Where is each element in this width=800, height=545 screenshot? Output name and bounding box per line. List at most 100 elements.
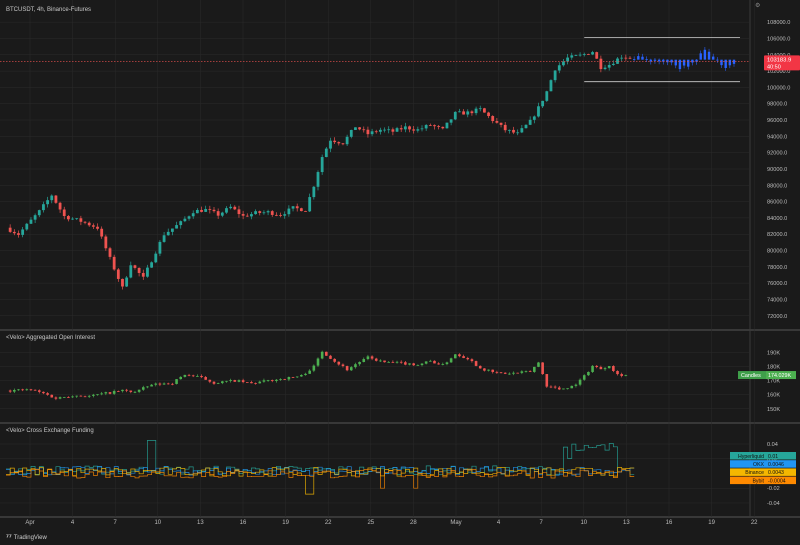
y-tick-label[interactable]: 108000.0 — [767, 20, 790, 26]
candle-body — [287, 208, 291, 215]
y-tick-label[interactable]: 86000.0 — [767, 200, 787, 206]
y-tick-label[interactable]: 98000.0 — [767, 102, 787, 108]
price-axis[interactable]: 72000.0 74000.0 76000.0 78000.0 80000.0 82000… — [767, 20, 790, 507]
y-tick-label[interactable]: 88000.0 — [767, 183, 787, 189]
funding-title[interactable]: <Velo> Cross Exchange Funding — [6, 428, 94, 434]
y-tick-label[interactable]: 94000.0 — [767, 134, 787, 140]
candle-body — [433, 125, 436, 127]
projection-bar — [724, 59, 727, 68]
funding-series-value: 0.01 — [768, 454, 778, 460]
oi-candle-body — [395, 361, 399, 363]
candle-body — [100, 228, 104, 237]
y-tick-label[interactable]: 76000.0 — [767, 281, 787, 287]
x-tick-label[interactable]: Apr — [25, 520, 34, 526]
gear-icon[interactable]: ⚙ — [755, 3, 761, 9]
y-tick-label[interactable]: -0.04 — [767, 501, 780, 507]
y-tick-label[interactable]: 106000.0 — [767, 36, 790, 42]
oi-candle-body — [92, 394, 95, 396]
oi-candle-body — [620, 374, 623, 376]
x-tick-label[interactable]: 4 — [71, 520, 75, 526]
y-tick-label[interactable]: 102000.0 — [767, 69, 790, 75]
tradingview-footer[interactable]: ⁷⁷ TradingView — [6, 534, 47, 541]
x-tick-label[interactable]: May — [450, 520, 461, 526]
x-tick-label[interactable]: 25 — [367, 520, 374, 526]
x-tick-label[interactable]: 28 — [410, 520, 417, 526]
y-tick-label[interactable]: 160K — [767, 393, 780, 399]
oi-candle-body — [512, 372, 515, 374]
x-tick-label[interactable]: 19 — [708, 520, 715, 526]
x-tick-label[interactable]: 7 — [540, 520, 544, 526]
y-tick-label[interactable]: 80000.0 — [767, 249, 787, 255]
x-tick-label[interactable]: 16 — [240, 520, 247, 526]
oi-candle-body — [54, 397, 58, 399]
candle-body — [21, 229, 25, 235]
y-tick-label[interactable]: 0.02 — [767, 457, 778, 463]
x-tick-label[interactable]: 22 — [751, 520, 758, 526]
symbol-title[interactable]: BTCUSDT, 4h, Binance-Futures — [6, 7, 92, 13]
candle-body — [200, 209, 203, 212]
y-tick-label[interactable]: -0.02 — [767, 486, 780, 492]
oi-candle-body — [408, 363, 411, 365]
candle-body — [358, 127, 361, 130]
y-tick-label[interactable]: 78000.0 — [767, 265, 787, 271]
y-tick-label[interactable]: 190K — [767, 351, 780, 357]
x-tick-label[interactable]: 13 — [623, 520, 630, 526]
open-interest-candles[interactable] — [8, 350, 628, 401]
oi-candle-body — [83, 396, 87, 398]
y-tick-label[interactable]: 72000.0 — [767, 314, 787, 320]
candle-body — [458, 111, 461, 113]
y-tick-label[interactable]: 90000.0 — [767, 167, 787, 173]
x-tick-label[interactable]: 4 — [497, 520, 501, 526]
oi-candle-body — [582, 375, 586, 380]
y-tick-label[interactable]: 84000.0 — [767, 216, 787, 222]
funding-series-okx — [6, 466, 635, 476]
y-tick-label[interactable]: 82000.0 — [767, 232, 787, 238]
y-tick-label[interactable]: 92000.0 — [767, 151, 787, 157]
candle-body — [166, 231, 170, 236]
x-tick-label[interactable]: 19 — [282, 520, 289, 526]
x-tick-label[interactable]: 7 — [114, 520, 118, 526]
y-tick-label[interactable]: 96000.0 — [767, 118, 787, 124]
oi-candle-body — [216, 383, 220, 384]
x-tick-label[interactable]: 13 — [197, 520, 204, 526]
funding-lines[interactable] — [6, 440, 635, 495]
candle-body — [562, 61, 565, 66]
oi-candle-body — [50, 394, 54, 398]
funding-name-badge — [730, 476, 766, 485]
oi-candle-body — [612, 366, 615, 371]
candle-body — [308, 197, 312, 212]
candle-body — [58, 202, 62, 210]
x-tick-label[interactable]: 10 — [154, 520, 161, 526]
oi-candle-body — [187, 374, 191, 376]
price-candles[interactable] — [8, 46, 736, 290]
candle-body — [37, 210, 41, 216]
candle-body — [179, 221, 183, 226]
candle-body — [628, 57, 632, 59]
y-tick-label[interactable]: 74000.0 — [767, 297, 787, 303]
time-axis[interactable]: Apr 4 7 10 13 16 19 22 25 28 May 4 7 10 13 16 19 22 — [25, 520, 758, 526]
oi-title[interactable]: <Velo> Aggregated Open Interest — [6, 335, 96, 341]
candle-body — [225, 208, 228, 213]
oi-candle-body — [158, 383, 162, 385]
oi-candle-body — [250, 382, 253, 384]
oi-candle-body — [295, 376, 299, 378]
x-tick-label[interactable]: 22 — [325, 520, 332, 526]
x-tick-label[interactable]: 16 — [666, 520, 673, 526]
y-tick-label[interactable]: 150K — [767, 407, 780, 413]
oi-candle-body — [545, 374, 549, 387]
oi-candle-body — [154, 383, 158, 385]
oi-candle-body — [33, 389, 37, 391]
x-tick-label[interactable]: 10 — [580, 520, 587, 526]
candle-body — [516, 132, 520, 134]
projection-bar — [678, 59, 682, 70]
oi-candle-body — [433, 360, 436, 364]
y-tick-label[interactable]: 180K — [767, 365, 780, 371]
candle-body — [370, 131, 374, 135]
y-tick-label[interactable]: 0.04 — [767, 442, 778, 448]
candle-body — [449, 119, 453, 123]
y-tick-label[interactable]: 170K — [767, 379, 780, 385]
last-price-value: 103183.9 — [767, 57, 791, 63]
y-tick-label[interactable]: 100000.0 — [767, 85, 790, 91]
